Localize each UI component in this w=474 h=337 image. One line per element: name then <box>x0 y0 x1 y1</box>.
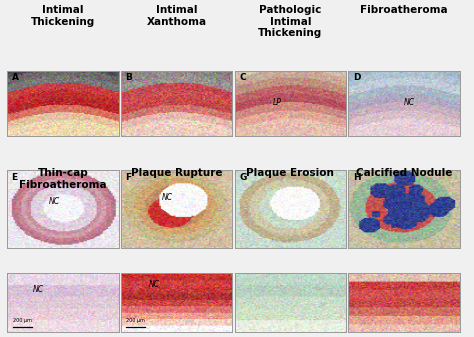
Text: Fibroatheroma: Fibroatheroma <box>360 5 448 15</box>
Text: Plaque Erosion: Plaque Erosion <box>246 168 334 179</box>
Text: C: C <box>239 73 246 83</box>
Text: G: G <box>239 173 246 182</box>
Text: Pathologic
Intimal
Thickening: Pathologic Intimal Thickening <box>258 5 322 38</box>
Text: Calcified Nodule: Calcified Nodule <box>356 168 452 179</box>
Text: LP: LP <box>273 98 282 107</box>
Text: Thin-cap
Fibroatheroma: Thin-cap Fibroatheroma <box>19 168 107 190</box>
Text: H: H <box>353 173 360 182</box>
Text: E: E <box>11 173 18 182</box>
Text: B: B <box>125 73 132 83</box>
Text: NC: NC <box>149 280 160 289</box>
Text: NC: NC <box>404 98 415 107</box>
Text: 200 μm: 200 μm <box>127 318 146 323</box>
Text: D: D <box>353 73 360 83</box>
Text: Intimal
Xanthoma: Intimal Xanthoma <box>146 5 207 27</box>
Text: NC: NC <box>162 193 173 202</box>
Text: 200 μm: 200 μm <box>13 318 32 323</box>
Text: A: A <box>11 73 18 83</box>
Text: NC: NC <box>33 285 44 294</box>
Text: Plaque Rupture: Plaque Rupture <box>131 168 222 179</box>
Text: F: F <box>125 173 131 182</box>
Text: Intimal
Thickening: Intimal Thickening <box>31 5 95 27</box>
Text: NC: NC <box>48 197 59 206</box>
